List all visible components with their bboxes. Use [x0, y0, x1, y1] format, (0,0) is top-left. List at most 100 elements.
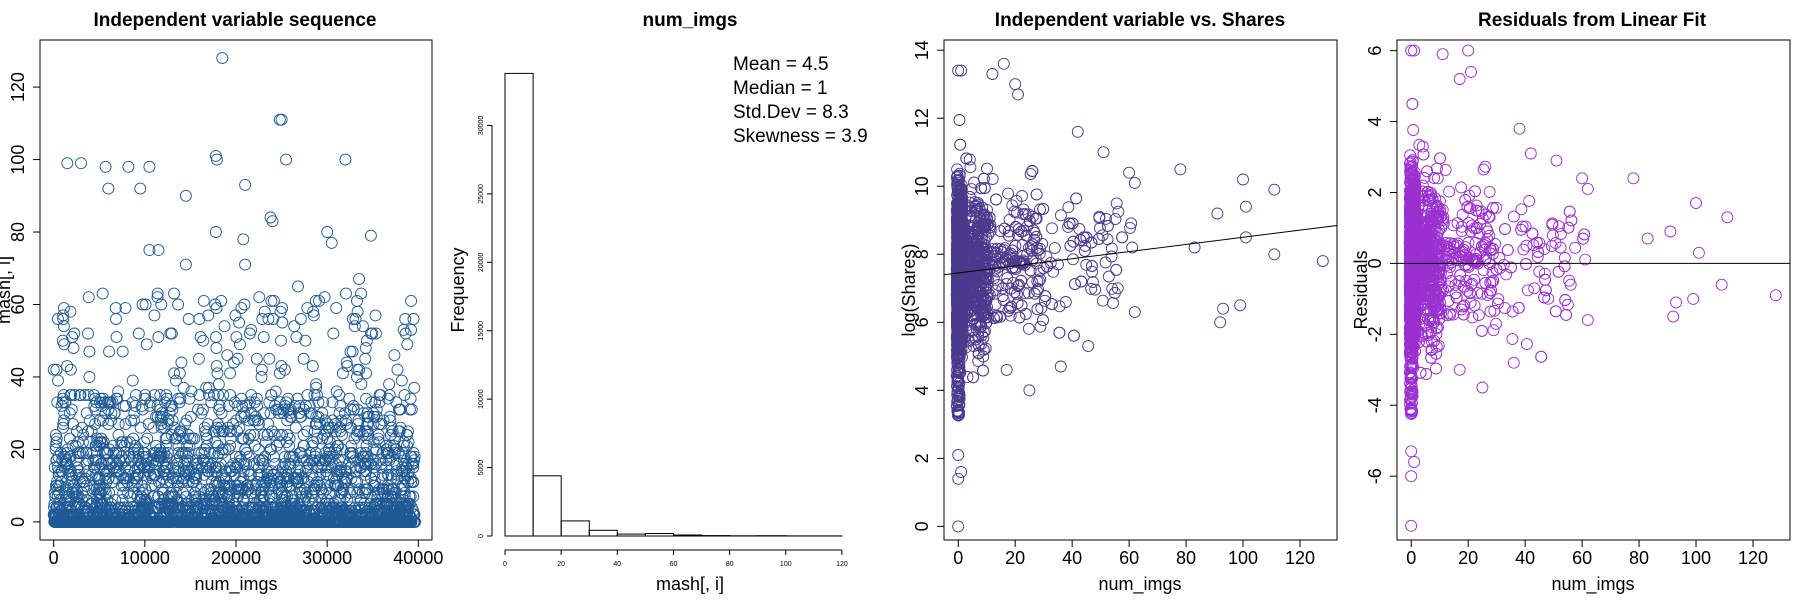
panel1-ylabel: mash[, i]	[0, 256, 14, 324]
y-tick-label: 5000	[478, 460, 485, 476]
point	[144, 161, 155, 172]
point	[331, 386, 342, 397]
point	[998, 295, 1009, 306]
histogram-bar	[533, 476, 561, 536]
point	[281, 154, 292, 165]
point	[194, 314, 205, 325]
point	[173, 299, 184, 310]
point	[1083, 341, 1094, 352]
point	[310, 295, 321, 306]
point	[409, 382, 420, 393]
histogram-bar	[589, 530, 617, 536]
point	[396, 375, 407, 386]
y-tick-label: 40	[8, 367, 28, 387]
point	[103, 183, 114, 194]
point	[195, 332, 206, 343]
point	[350, 314, 361, 325]
point	[1047, 223, 1058, 234]
x-tick-label: 10000	[120, 548, 170, 568]
x-tick-label: 100	[780, 561, 792, 568]
point	[58, 321, 69, 332]
point	[257, 314, 268, 325]
point	[394, 404, 405, 415]
point	[264, 353, 275, 364]
x-tick-label: 120	[836, 561, 848, 568]
point	[53, 375, 64, 386]
point	[198, 335, 209, 346]
point	[178, 487, 189, 498]
x-tick-label: 20	[557, 561, 565, 568]
point	[117, 346, 128, 357]
point	[370, 310, 381, 321]
point	[402, 339, 413, 350]
point	[139, 437, 150, 448]
y-tick-label: 0	[478, 534, 485, 538]
point	[268, 314, 279, 325]
y-tick-label: 0	[8, 517, 28, 527]
point	[254, 292, 265, 303]
point	[384, 379, 395, 390]
panel2-title: num_imgs	[642, 10, 737, 31]
point	[183, 314, 194, 325]
panel3-title: Independent variable vs. Shares	[995, 10, 1285, 31]
point	[83, 328, 94, 339]
point	[225, 368, 236, 379]
point	[289, 321, 300, 332]
point	[392, 364, 403, 375]
point	[328, 328, 339, 339]
panel2-ylabel: Frequency	[448, 247, 468, 332]
point	[133, 328, 144, 339]
point	[1113, 206, 1124, 217]
point	[326, 237, 337, 248]
point	[1100, 257, 1111, 268]
point	[251, 353, 262, 364]
point	[240, 179, 251, 190]
histogram-bar	[561, 521, 589, 536]
point	[309, 495, 320, 506]
y-tick-label: 25000	[478, 184, 485, 204]
point	[104, 346, 115, 357]
point	[176, 357, 187, 368]
point	[307, 361, 318, 372]
point	[1097, 295, 1108, 306]
point	[238, 234, 249, 245]
x-tick-label: 40	[613, 561, 621, 568]
point	[236, 303, 247, 314]
point	[211, 343, 222, 354]
point	[123, 161, 134, 172]
point	[202, 419, 213, 430]
point	[1108, 298, 1119, 309]
point	[50, 429, 61, 440]
point	[357, 321, 368, 332]
y-tick-label: 20	[8, 439, 28, 459]
point	[1023, 323, 1034, 334]
point	[234, 317, 245, 328]
point	[217, 53, 228, 64]
point	[140, 299, 151, 310]
point	[84, 346, 95, 357]
point	[169, 288, 180, 299]
point	[113, 386, 124, 397]
histogram-bar	[674, 535, 702, 536]
point	[222, 350, 233, 361]
point	[141, 339, 152, 350]
point	[346, 404, 357, 415]
point	[76, 158, 87, 169]
point	[346, 440, 357, 451]
point	[389, 350, 400, 361]
point	[244, 328, 255, 339]
y-tick-label: 30000	[478, 116, 485, 136]
point	[203, 382, 214, 393]
point	[1087, 277, 1098, 288]
point	[100, 161, 111, 172]
point	[153, 332, 164, 343]
point	[256, 364, 267, 375]
point	[1060, 297, 1071, 308]
y-tick-label: 15000	[478, 321, 485, 341]
x-tick-label: 80	[726, 561, 734, 568]
panel2-xlabel: mash[, i]	[656, 574, 724, 594]
point	[1049, 243, 1060, 254]
